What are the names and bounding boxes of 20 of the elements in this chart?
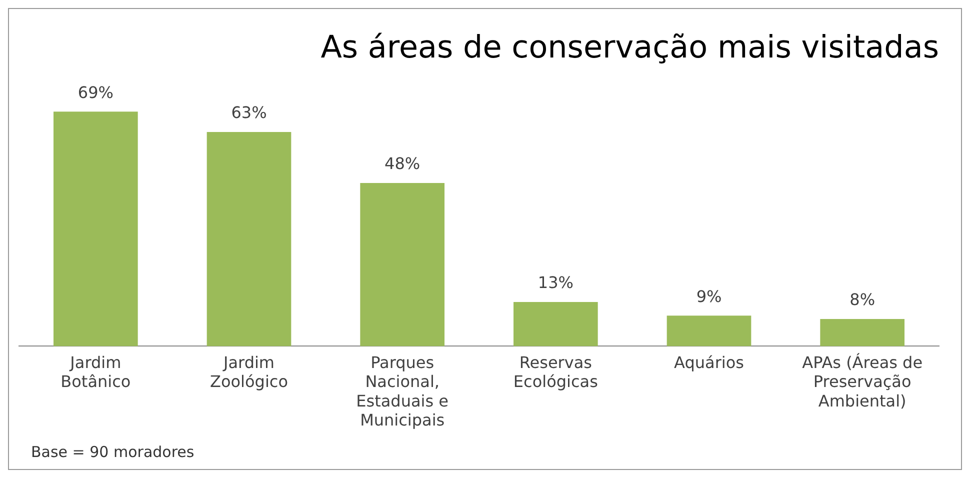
- bar: [820, 319, 904, 346]
- bar: [360, 183, 444, 346]
- x-tick-label: APAs (Áreas de Preservação Ambiental): [802, 352, 923, 410]
- data-label: 48%: [384, 154, 420, 174]
- bar: [514, 302, 598, 346]
- x-tick-label: Parques Nacional, Estaduais e Municipais: [356, 352, 449, 430]
- data-label: 63%: [231, 103, 267, 122]
- x-tick-label: Aquários: [674, 352, 744, 372]
- data-label: 13%: [538, 273, 574, 292]
- text: Base = 90 moradores: [31, 443, 194, 461]
- bar: [54, 112, 138, 346]
- x-tick-label: Jardim Botânico: [60, 352, 131, 392]
- x-tick-label: Reservas Ecológicas: [513, 352, 598, 392]
- bar: [666, 316, 752, 346]
- chart-title: As áreas de conservação mais visitadas: [320, 30, 939, 66]
- x-tick-label: Jardim Zoológico: [210, 352, 288, 392]
- data-label: 69%: [78, 82, 114, 102]
- data-label: 9%: [696, 286, 722, 306]
- bar: [206, 132, 292, 346]
- data-label: 8%: [850, 290, 876, 310]
